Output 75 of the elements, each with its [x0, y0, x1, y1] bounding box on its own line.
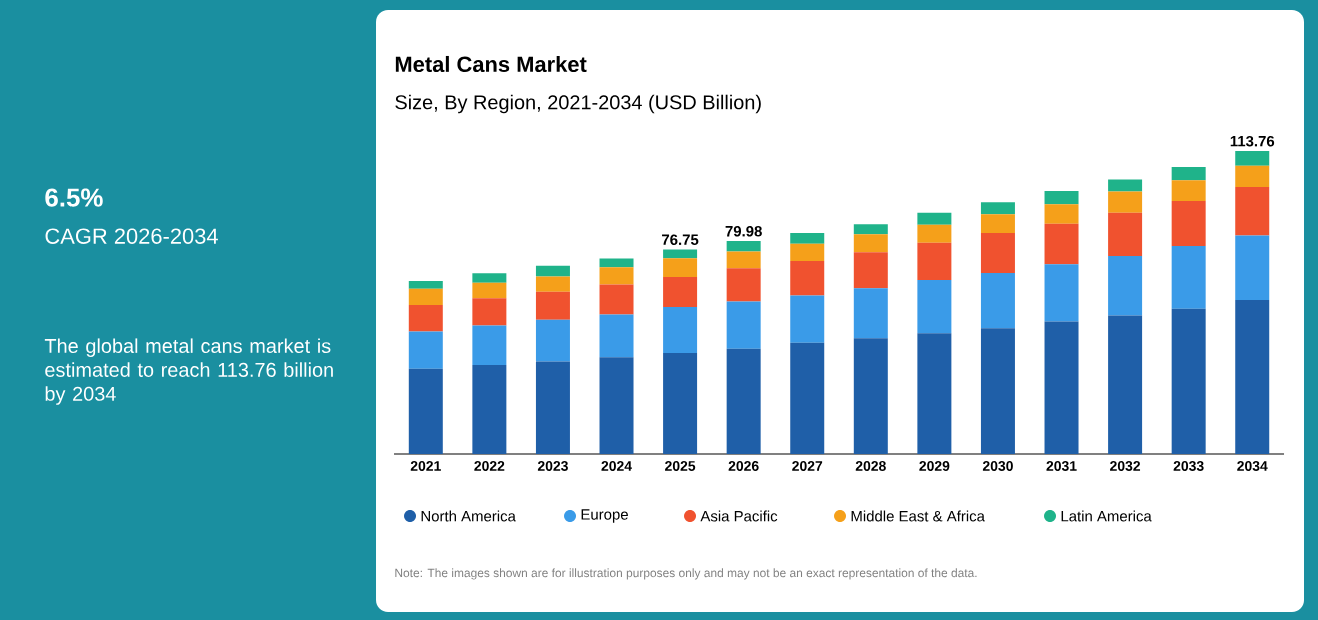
bar — [726, 268, 761, 302]
bar — [1171, 200, 1206, 247]
bar — [472, 282, 507, 299]
bar — [790, 342, 825, 454]
bar — [663, 276, 698, 307]
bar — [726, 348, 761, 454]
bar — [1235, 235, 1270, 301]
bar — [663, 258, 698, 277]
bar — [599, 267, 634, 285]
text: The global metal cans market is estimated to reach 113.76 billion by 2034 — [44, 338, 333, 405]
bar — [1044, 190, 1079, 205]
bar — [535, 319, 570, 362]
bar — [535, 276, 570, 292]
bar — [599, 357, 634, 454]
bar — [917, 280, 952, 334]
bar — [1171, 308, 1206, 454]
bar — [980, 273, 1015, 329]
text: CAGR 2026-2034 — [45, 228, 218, 244]
text: 6.5% — [45, 188, 103, 207]
bar — [1044, 321, 1079, 454]
bar — [663, 249, 698, 259]
bar — [1108, 315, 1143, 454]
chart-title: Metal Cans Market — [395, 55, 587, 73]
bar — [472, 364, 507, 454]
bar — [1108, 179, 1143, 192]
bar — [1044, 204, 1079, 224]
bar — [472, 273, 507, 283]
bar — [917, 212, 952, 225]
bar — [853, 288, 888, 339]
bar — [1235, 165, 1270, 187]
bar — [1235, 300, 1270, 454]
bar — [1044, 264, 1079, 322]
bar — [853, 234, 888, 253]
bar — [790, 295, 825, 343]
bar — [790, 260, 825, 296]
bar — [980, 202, 1015, 215]
bar — [917, 242, 952, 281]
bar — [1171, 180, 1206, 201]
bar — [599, 314, 634, 358]
bar — [535, 265, 570, 277]
bar — [408, 331, 443, 369]
bar — [472, 298, 507, 326]
bar — [790, 243, 825, 261]
bar — [790, 233, 825, 244]
bar — [980, 214, 1015, 234]
bar — [726, 240, 761, 252]
bar — [1171, 166, 1206, 181]
bar — [535, 361, 570, 454]
bar — [472, 325, 507, 365]
bar — [408, 288, 443, 305]
bar — [599, 284, 634, 315]
chart-subtitle: Size, By Region, 2021-2034 (USD Billion) — [395, 94, 761, 114]
bar — [408, 280, 443, 289]
bar — [853, 224, 888, 235]
bar — [599, 258, 634, 268]
bar — [1108, 212, 1143, 257]
bar — [535, 291, 570, 320]
bar — [980, 233, 1015, 274]
bar — [1044, 223, 1079, 265]
bar — [1108, 191, 1143, 213]
bar — [853, 338, 888, 454]
bar — [1108, 256, 1143, 316]
bar — [1235, 150, 1270, 166]
bar — [917, 224, 952, 243]
bar — [1171, 246, 1206, 309]
bar — [663, 307, 698, 354]
bar — [980, 328, 1015, 454]
bar — [663, 353, 698, 454]
bar — [408, 368, 443, 454]
bar — [917, 333, 952, 454]
bar — [1235, 186, 1270, 236]
bar — [726, 301, 761, 349]
bar — [726, 251, 761, 269]
bar — [408, 304, 443, 332]
bar — [853, 252, 888, 289]
